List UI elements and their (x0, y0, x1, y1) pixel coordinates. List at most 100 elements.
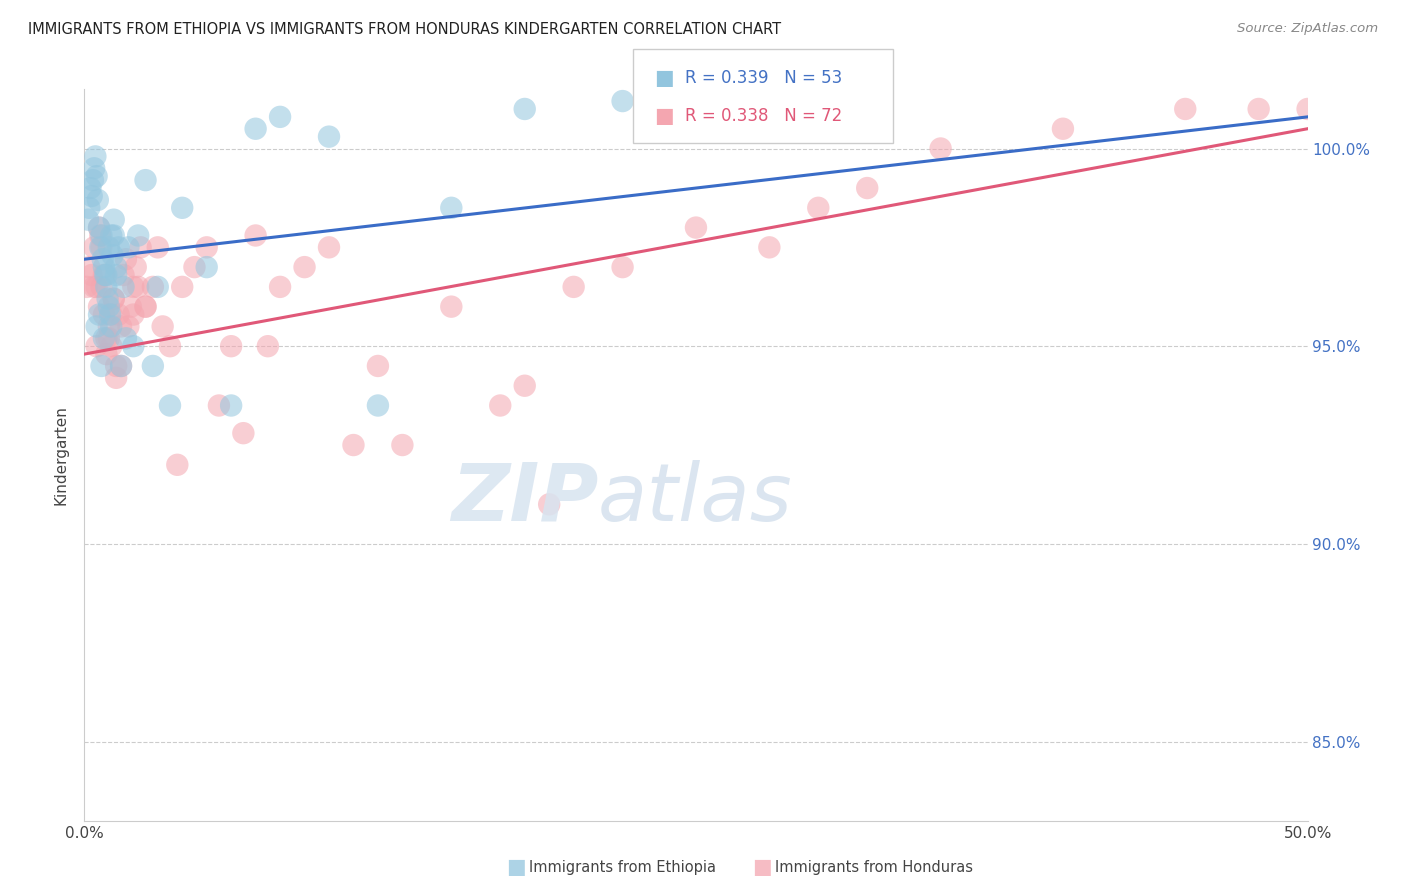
Point (105, 359, 128, 373)
Point (269, 110, 291, 124)
Point (129, 240, 152, 254)
Point (135, 300, 157, 314)
Point (245, 228, 267, 243)
Point (86, 169, 108, 184)
Point (172, 201, 194, 215)
Text: ZIP: ZIP (451, 459, 598, 538)
Point (93, 268, 115, 282)
Point (1174, 102, 1197, 116)
Point (90, 359, 112, 373)
Point (440, 201, 463, 215)
Point (685, 220, 707, 235)
Point (367, 359, 389, 373)
Point (80, 268, 103, 282)
Point (152, 319, 174, 334)
Point (159, 339, 181, 353)
Point (96, 331, 118, 345)
Point (245, 121, 267, 136)
Point (96, 268, 118, 282)
Point (103, 292, 125, 306)
Point (87, 220, 110, 235)
Point (195, 260, 218, 274)
Point (79, 181, 101, 195)
Point (87, 300, 110, 314)
Text: ■: ■ (506, 857, 526, 877)
Point (86, 280, 108, 294)
Point (513, 378, 536, 392)
Point (135, 173, 157, 187)
Point (142, 359, 165, 373)
Point (1052, 121, 1074, 136)
Point (110, 359, 132, 373)
Point (105, 268, 128, 282)
Point (367, 399, 389, 413)
Point (219, 339, 242, 353)
Point (166, 458, 188, 472)
Point (93, 308, 115, 322)
Point (84, 149, 107, 163)
Point (127, 280, 149, 294)
Point (135, 300, 157, 314)
Point (89, 228, 111, 243)
Point (120, 300, 142, 314)
Point (80, 189, 103, 203)
Text: R = 0.338   N = 72: R = 0.338 N = 72 (685, 107, 842, 125)
Point (122, 308, 145, 322)
Point (83, 161, 105, 176)
Point (101, 248, 124, 262)
Point (1296, 102, 1319, 116)
Point (100, 308, 122, 322)
Point (83, 240, 105, 254)
Point (117, 240, 139, 254)
Point (391, 438, 413, 452)
Point (208, 399, 231, 413)
Point (100, 319, 122, 334)
Point (1247, 102, 1270, 116)
Point (538, 497, 561, 511)
Point (86, 319, 108, 334)
Point (269, 280, 291, 294)
Point (107, 240, 129, 254)
Text: R = 0.339   N = 53: R = 0.339 N = 53 (685, 69, 842, 87)
Point (122, 339, 145, 353)
Point (93, 331, 115, 345)
Point (110, 319, 132, 334)
Text: Immigrants from Honduras: Immigrants from Honduras (775, 860, 973, 874)
Point (856, 181, 879, 195)
Point (232, 426, 254, 441)
Point (115, 252, 138, 267)
Point (77, 201, 100, 215)
Point (195, 240, 218, 254)
Point (112, 280, 135, 294)
Point (612, 260, 634, 274)
Point (96, 280, 118, 294)
Point (90, 240, 112, 254)
Y-axis label: Kindergarten: Kindergarten (53, 405, 69, 505)
Text: Source: ZipAtlas.com: Source: ZipAtlas.com (1237, 22, 1378, 36)
Point (98, 308, 121, 322)
Text: IMMIGRANTS FROM ETHIOPIA VS IMMIGRANTS FROM HONDURAS KINDERGARTEN CORRELATION CH: IMMIGRANTS FROM ETHIOPIA VS IMMIGRANTS F… (28, 22, 782, 37)
Point (172, 280, 194, 294)
Point (87, 220, 110, 235)
Point (489, 399, 512, 413)
Point (440, 300, 463, 314)
Point (107, 308, 129, 322)
Point (77, 260, 100, 274)
Point (115, 331, 138, 345)
Point (513, 102, 536, 116)
Point (90, 280, 112, 294)
Point (807, 201, 830, 215)
Point (77, 212, 100, 227)
Point (758, 240, 780, 254)
Point (257, 339, 280, 353)
Point (89, 240, 111, 254)
Point (612, 94, 634, 108)
Point (122, 280, 145, 294)
Point (100, 339, 122, 353)
Point (96, 347, 118, 361)
Point (97, 331, 120, 345)
Point (100, 228, 122, 243)
Point (562, 280, 585, 294)
Point (318, 129, 340, 144)
Point (105, 260, 128, 274)
